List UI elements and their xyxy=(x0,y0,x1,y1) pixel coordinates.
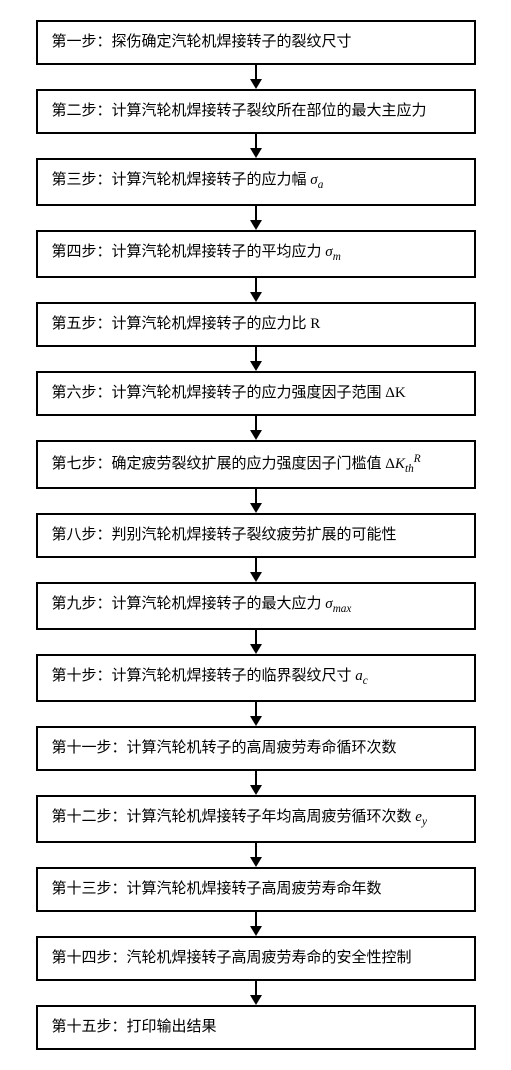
step-box-13: 第十三步：计算汽轮机焊接转子高周疲劳寿命年数 xyxy=(36,867,476,912)
step-prefix: 第十二步： xyxy=(52,809,127,825)
step-sub: y xyxy=(422,816,427,828)
step-sub: c xyxy=(363,675,368,687)
arrow-icon xyxy=(250,558,262,582)
step-text: 计算汽轮机焊接转子的平均应力 xyxy=(112,244,326,260)
step-prefix: 第一步： xyxy=(52,34,112,50)
step-symbol: σ xyxy=(310,172,317,188)
step-prefix: 第九步： xyxy=(52,596,112,612)
step-box-10: 第十步：计算汽轮机焊接转子的临界裂纹尺寸 ac xyxy=(36,654,476,702)
step-text: 计算汽轮机焊接转子裂纹所在部位的最大主应力 xyxy=(112,103,427,119)
step-text: 汽轮机焊接转子高周疲劳寿命的安全性控制 xyxy=(127,950,412,966)
step-prefix: 第五步： xyxy=(52,316,112,332)
arrow-icon xyxy=(250,630,262,654)
step-text: 计算汽轮机焊接转子的应力比 R xyxy=(112,316,321,332)
step-sub: th xyxy=(405,463,414,475)
step-box-2: 第二步：计算汽轮机焊接转子裂纹所在部位的最大主应力 xyxy=(36,89,476,134)
step-text: 计算汽轮机焊接转子的应力幅 xyxy=(112,172,311,188)
arrow-icon xyxy=(250,347,262,371)
step-prefix: 第十三步： xyxy=(52,881,127,897)
step-box-4: 第四步：计算汽轮机焊接转子的平均应力 σm xyxy=(36,230,476,278)
step-prefix: 第六步： xyxy=(52,385,112,401)
step-box-11: 第十一步：计算汽轮机转子的高周疲劳寿命循环次数 xyxy=(36,726,476,771)
step-prefix: 第十五步： xyxy=(52,1019,127,1035)
step-box-8: 第八步：判别汽轮机焊接转子裂纹疲劳扩展的可能性 xyxy=(36,513,476,558)
step-box-5: 第五步：计算汽轮机焊接转子的应力比 R xyxy=(36,302,476,347)
step-box-14: 第十四步：汽轮机焊接转子高周疲劳寿命的安全性控制 xyxy=(36,936,476,981)
step-symbol: e xyxy=(415,809,422,825)
step-symbol: a xyxy=(355,668,363,684)
arrow-icon xyxy=(250,489,262,513)
arrow-icon xyxy=(250,65,262,89)
step-text: 计算汽轮机焊接转子的临界裂纹尺寸 xyxy=(112,668,356,684)
step-prefix: 第七步： xyxy=(52,456,112,472)
arrow-icon xyxy=(250,278,262,302)
step-sub: max xyxy=(333,603,352,615)
arrow-icon xyxy=(250,981,262,1005)
step-box-12: 第十二步：计算汽轮机焊接转子年均高周疲劳循环次数 ey xyxy=(36,795,476,843)
step-prefix: 第四步： xyxy=(52,244,112,260)
step-prefix: 第三步： xyxy=(52,172,112,188)
step-box-15: 第十五步：打印输出结果 xyxy=(36,1005,476,1050)
step-text: 判别汽轮机焊接转子裂纹疲劳扩展的可能性 xyxy=(112,527,397,543)
step-prefix: 第八步： xyxy=(52,527,112,543)
flowchart-container: 第一步：探伤确定汽轮机焊接转子的裂纹尺寸 第二步：计算汽轮机焊接转子裂纹所在部位… xyxy=(20,20,491,1050)
arrow-icon xyxy=(250,771,262,795)
arrow-icon xyxy=(250,912,262,936)
step-text: 计算汽轮机焊接转子年均高周疲劳循环次数 xyxy=(127,809,416,825)
step-text: 探伤确定汽轮机焊接转子的裂纹尺寸 xyxy=(112,34,352,50)
step-text: 计算汽轮机焊接转子的最大应力 xyxy=(112,596,326,612)
step-text: 计算汽轮机转子的高周疲劳寿命循环次数 xyxy=(127,740,397,756)
step-prefix: 第二步： xyxy=(52,103,112,119)
arrow-icon xyxy=(250,702,262,726)
step-sub: a xyxy=(318,179,324,191)
arrow-icon xyxy=(250,206,262,230)
step-box-3: 第三步：计算汽轮机焊接转子的应力幅 σa xyxy=(36,158,476,206)
arrow-icon xyxy=(250,134,262,158)
step-text: 计算汽轮机焊接转子的应力强度因子范围 ΔK xyxy=(112,385,406,401)
step-sub: m xyxy=(333,251,341,263)
step-text: 确定疲劳裂纹扩展的应力强度因子门槛值 Δ xyxy=(112,456,395,472)
step-symbol: σ xyxy=(325,596,332,612)
step-box-6: 第六步：计算汽轮机焊接转子的应力强度因子范围 ΔK xyxy=(36,371,476,416)
arrow-icon xyxy=(250,843,262,867)
step-text: 计算汽轮机焊接转子高周疲劳寿命年数 xyxy=(127,881,382,897)
step-prefix: 第十四步： xyxy=(52,950,127,966)
step-box-1: 第一步：探伤确定汽轮机焊接转子的裂纹尺寸 xyxy=(36,20,476,65)
step-prefix: 第十步： xyxy=(52,668,112,684)
step-box-9: 第九步：计算汽轮机焊接转子的最大应力 σmax xyxy=(36,582,476,630)
step-sup: R xyxy=(414,453,421,465)
step-prefix: 第十一步： xyxy=(52,740,127,756)
arrow-icon xyxy=(250,416,262,440)
step-box-7: 第七步：确定疲劳裂纹扩展的应力强度因子门槛值 ΔKthR xyxy=(36,440,476,490)
step-text: 打印输出结果 xyxy=(127,1019,217,1035)
step-symbol: K xyxy=(395,456,405,472)
step-symbol: σ xyxy=(325,244,332,260)
